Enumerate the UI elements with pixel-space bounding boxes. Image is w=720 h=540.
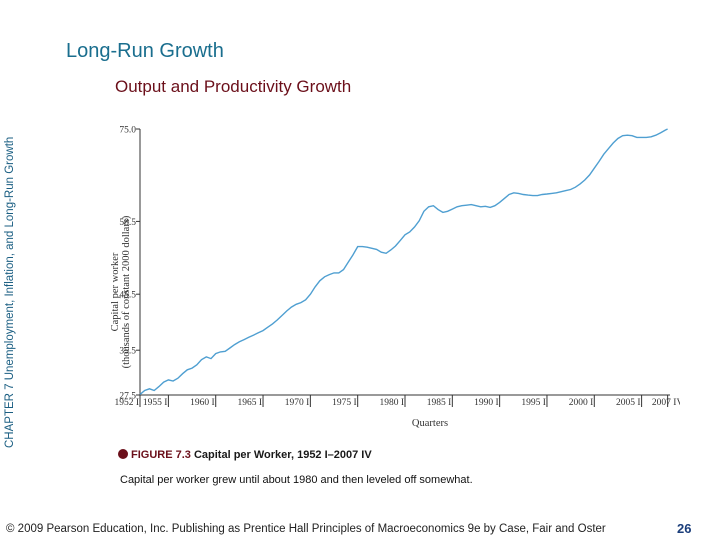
x-tick-label: 1960 I bbox=[190, 398, 215, 408]
footer-copyright: © 2009 Pearson Education, Inc. Publishin… bbox=[6, 523, 606, 535]
x-tick-label: 1980 I bbox=[379, 398, 404, 408]
y-tick-label: 45.5 bbox=[119, 291, 136, 301]
x-tick-label: 2000 I bbox=[569, 398, 594, 408]
x-ticks: 1952 I 1955 I 1960 I 1965 I 1970 I 1975 I 1980… bbox=[114, 395, 680, 408]
figure-title: Capital per Worker, 1952 I–2007 IV bbox=[193, 449, 372, 461]
y-tick-label: 58.5 bbox=[119, 218, 136, 228]
x-tick-label: 1985 I bbox=[427, 398, 452, 408]
figure-number: FIGURE 7.3 bbox=[131, 449, 191, 461]
x-tick-label: 1995 I bbox=[521, 398, 546, 408]
figure-bullet-icon bbox=[118, 449, 128, 459]
y-tick-label: 75.0 bbox=[119, 126, 136, 136]
y-axis-label-line1: Capital per worker bbox=[110, 252, 121, 331]
x-tick-label: 1970 I bbox=[285, 398, 310, 408]
figure-caption: FIGURE 7.3 Capital per Worker, 1952 I–20… bbox=[118, 449, 372, 461]
page-number: 26 bbox=[677, 521, 692, 536]
y-ticks: 27.5 35.5 45.5 58.5 75.0 bbox=[119, 126, 140, 402]
x-tick-label: 2007 IV bbox=[652, 398, 680, 408]
x-tick-label: 1955 I bbox=[143, 398, 168, 408]
caption-text: Capital per worker grew until about 1980… bbox=[120, 474, 473, 486]
x-tick-label: 2005 I bbox=[616, 398, 641, 408]
chapter-side-label: CHAPTER 7 Unemployment, Inflation, and L… bbox=[4, 136, 16, 448]
y-axis-label-line2: (thousands of constant 2000 dollars) bbox=[121, 215, 132, 368]
y-tick-label: 35.5 bbox=[119, 347, 136, 357]
x-tick-label: 1952 I bbox=[114, 398, 139, 408]
y-tick-label: 27.5 bbox=[119, 392, 136, 402]
slide-subtitle: Output and Productivity Growth bbox=[115, 77, 352, 96]
x-tick-label: 1965 I bbox=[237, 398, 262, 408]
x-tick-label: 1990 I bbox=[474, 398, 499, 408]
chart-axes bbox=[139, 129, 670, 396]
x-tick-label: 1975 I bbox=[332, 398, 357, 408]
slide-title: Long-Run Growth bbox=[66, 40, 224, 62]
series-line bbox=[139, 128, 668, 395]
x-axis-label: Quarters bbox=[412, 418, 448, 429]
